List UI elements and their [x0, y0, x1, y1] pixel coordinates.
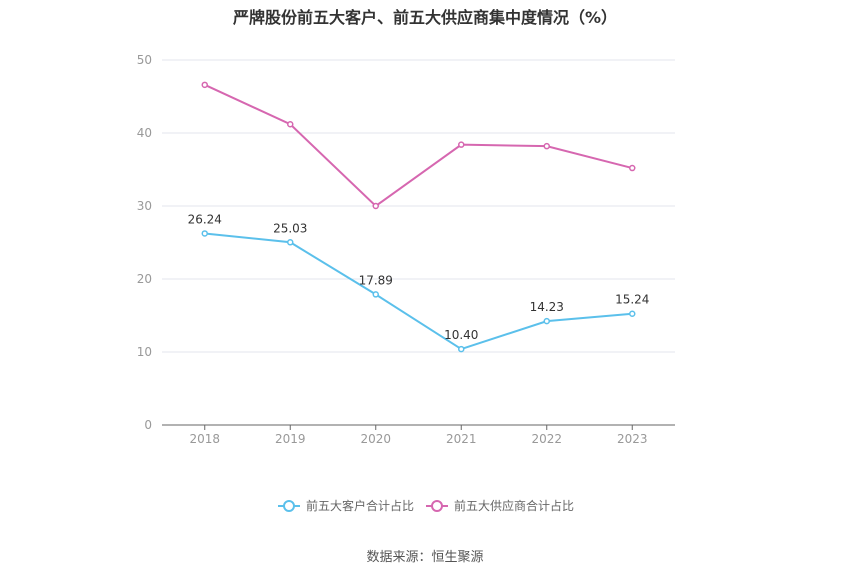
data-label: 14.23	[530, 300, 564, 314]
data-point	[201, 81, 208, 89]
grid-lines	[162, 59, 675, 353]
series-2	[201, 81, 636, 210]
legend-marker	[283, 500, 295, 512]
series-line	[204, 232, 633, 351]
series-line	[204, 83, 633, 208]
data-label: 17.89	[359, 273, 393, 287]
data-point	[287, 239, 294, 246]
data-point	[629, 310, 636, 317]
legend-item-1: 前五大客户合计占比	[278, 498, 414, 513]
y-tick-label: 10	[137, 345, 152, 359]
legend: 前五大客户合计占比 前五大供应商合计占比	[278, 498, 574, 513]
series-layer: 26.24 25.03 17.89 10.40 14.23 15.24	[188, 81, 649, 353]
data-point	[543, 317, 550, 325]
y-tick-label: 0	[144, 418, 152, 432]
x-tick-label: 2022	[531, 432, 562, 446]
x-axis: 2018 2019 2020 2021 2022 2023	[162, 424, 675, 446]
y-tick-label: 50	[137, 53, 152, 67]
data-label: 25.03	[273, 221, 307, 235]
legend-item-2: 前五大供应商合计占比	[426, 498, 574, 513]
legend-label: 前五大供应商合计占比	[454, 498, 574, 513]
y-tick-label: 30	[137, 199, 152, 213]
data-point	[201, 230, 208, 237]
data-label: 26.24	[188, 212, 222, 226]
data-point	[458, 141, 465, 148]
legend-label: 前五大客户合计占比	[306, 498, 414, 513]
data-point	[629, 164, 636, 172]
data-point	[458, 345, 465, 353]
x-tick-label: 2019	[275, 432, 306, 446]
data-point	[372, 291, 379, 298]
source-note: 数据来源：恒生聚源	[366, 550, 484, 565]
data-point	[372, 202, 379, 210]
y-axis: 0 10 20 30 40 50	[137, 53, 152, 432]
legend-marker	[431, 500, 443, 512]
x-tick-label: 2023	[617, 432, 648, 446]
x-tick-label: 2020	[360, 432, 391, 446]
data-label: 15.24	[615, 293, 649, 307]
x-tick-label: 2018	[189, 432, 220, 446]
data-point	[543, 142, 550, 150]
series-1: 26.24 25.03 17.89 10.40 14.23 15.24	[188, 212, 649, 353]
chart-title: 严牌股份前五大客户、前五大供应商集中度情况（%）	[232, 8, 618, 27]
y-tick-label: 40	[137, 126, 152, 140]
data-label: 10.40	[444, 328, 478, 342]
data-point	[287, 120, 294, 128]
x-tick-label: 2021	[446, 432, 477, 446]
y-tick-label: 20	[137, 272, 152, 286]
